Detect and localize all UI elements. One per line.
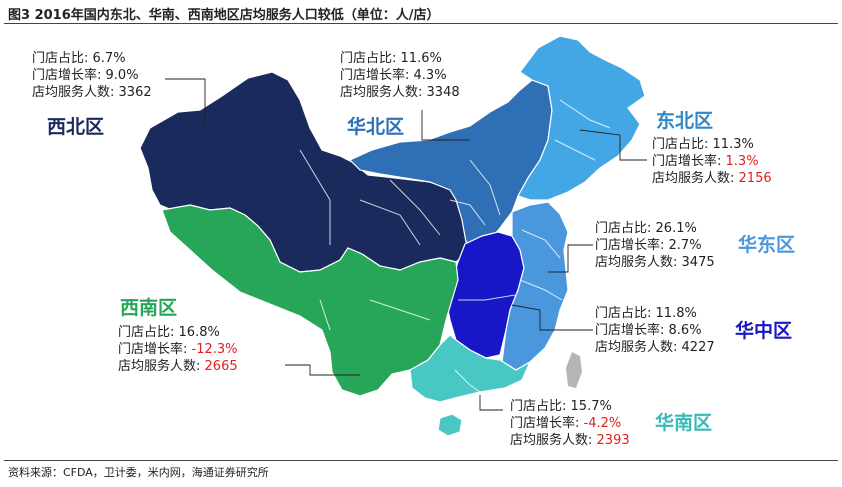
hainan-island-shape (437, 413, 463, 437)
store-share-label: 门店占比: (652, 137, 709, 152)
service-label: 店均服务人数: (32, 85, 115, 100)
service-value: 3475 (681, 255, 715, 270)
store-share-value: 15.7% (570, 399, 612, 414)
service-value: 3362 (118, 85, 152, 100)
store-share-row: 门店占比: 11.6% (340, 50, 460, 67)
leader-line-northwest (165, 78, 206, 125)
store-share-row: 门店占比: 16.8% (118, 324, 238, 341)
leader-line-north (421, 110, 470, 141)
store-growth-row: 门店增长率: 1.3% (652, 153, 772, 170)
store-growth-value: 4.3% (413, 68, 447, 83)
region-label-northwest: 西北区 (47, 116, 105, 138)
store-share-label: 门店占比: (595, 221, 652, 236)
leader-line-south (479, 395, 503, 411)
source-note: 资料来源：CFDA，卫计委，米内网，海通证券研究所 (8, 466, 269, 479)
service-label: 店均服务人数: (510, 433, 593, 448)
source-divider (4, 460, 838, 461)
store-growth-row: 门店增长率: -4.2% (510, 415, 630, 432)
store-growth-value: 9.0% (105, 68, 139, 83)
store-growth-value: 2.7% (668, 238, 702, 253)
service-label: 店均服务人数: (595, 255, 678, 270)
region-label-north: 华北区 (347, 116, 405, 138)
service-row: 店均服务人数: 4227 (595, 339, 715, 356)
store-share-value: 26.1% (655, 221, 697, 236)
store-growth-row: 门店增长率: -12.3% (118, 341, 238, 358)
service-row: 店均服务人数: 2156 (652, 170, 772, 187)
service-row: 店均服务人数: 3348 (340, 84, 460, 101)
service-row: 店均服务人数: 2393 (510, 432, 630, 449)
store-share-value: 6.7% (92, 51, 126, 66)
service-label: 店均服务人数: (652, 171, 735, 186)
service-value: 4227 (681, 340, 715, 355)
info-south: 门店占比: 15.7% 门店增长率: -4.2% 店均服务人数: 2393 (510, 398, 630, 449)
leader-lines (165, 78, 647, 411)
store-share-row: 门店占比: 11.3% (652, 136, 772, 153)
store-share-value: 11.8% (655, 306, 697, 321)
store-share-label: 门店占比: (595, 306, 652, 321)
info-northeast: 门店占比: 11.3% 门店增长率: 1.3% 店均服务人数: 2156 (652, 136, 772, 187)
info-central: 门店占比: 11.8% 门店增长率: 8.6% 店均服务人数: 4227 (595, 305, 715, 356)
store-share-label: 门店占比: (118, 325, 175, 340)
store-growth-value: 8.6% (668, 323, 702, 338)
info-north: 门店占比: 11.6% 门店增长率: 4.3% 店均服务人数: 3348 (340, 50, 460, 101)
service-value: 2156 (738, 171, 772, 186)
store-share-value: 11.3% (712, 137, 754, 152)
service-label: 店均服务人数: (118, 359, 201, 374)
store-growth-value: -12.3% (191, 342, 238, 357)
service-label: 店均服务人数: (340, 85, 423, 100)
store-share-row: 门店占比: 11.8% (595, 305, 715, 322)
taiwan-shape (566, 352, 582, 388)
region-southwest-shape (161, 204, 459, 397)
leader-line-southwest (285, 364, 360, 376)
service-row: 店均服务人数: 2665 (118, 358, 238, 375)
leader-line-central (511, 304, 593, 331)
service-row: 店均服务人数: 3475 (595, 254, 715, 271)
store-growth-label: 门店增长率: (118, 342, 188, 357)
service-value: 2393 (596, 433, 630, 448)
store-growth-label: 门店增长率: (510, 416, 580, 431)
region-label-central: 华中区 (735, 320, 793, 342)
store-growth-label: 门店增长率: (652, 154, 722, 169)
store-growth-label: 门店增长率: (340, 68, 410, 83)
title-divider (4, 23, 838, 24)
store-growth-row: 门店增长率: 9.0% (32, 67, 152, 84)
store-growth-row: 门店增长率: 4.3% (340, 67, 460, 84)
leader-line-northeast (579, 129, 647, 161)
chart-title: 图3 2016年国内东北、华南、西南地区店均服务人口较低（单位：人/店） (8, 8, 440, 23)
service-label: 店均服务人数: (595, 340, 678, 355)
region-south-shape (409, 334, 532, 403)
store-growth-value: 1.3% (725, 154, 759, 169)
store-share-label: 门店占比: (510, 399, 567, 414)
region-label-northeast: 东北区 (656, 110, 714, 132)
region-label-southwest: 西南区 (120, 297, 178, 319)
service-value: 2665 (204, 359, 238, 374)
store-growth-label: 门店增长率: (595, 238, 665, 253)
store-growth-label: 门店增长率: (32, 68, 102, 83)
info-southwest: 门店占比: 16.8% 门店增长率: -12.3% 店均服务人数: 2665 (118, 324, 238, 375)
store-share-row: 门店占比: 6.7% (32, 50, 152, 67)
region-northeast-shape (517, 35, 646, 201)
store-growth-row: 门店增长率: 8.6% (595, 322, 715, 339)
store-share-row: 门店占比: 15.7% (510, 398, 630, 415)
service-value: 3348 (426, 85, 460, 100)
store-share-value: 11.6% (400, 51, 442, 66)
store-share-value: 16.8% (178, 325, 220, 340)
leader-line-east (548, 244, 593, 273)
store-share-label: 门店占比: (340, 51, 397, 66)
service-row: 店均服务人数: 3362 (32, 84, 152, 101)
store-growth-value: -4.2% (583, 416, 622, 431)
store-share-row: 门店占比: 26.1% (595, 220, 715, 237)
store-growth-row: 门店增长率: 2.7% (595, 237, 715, 254)
info-northwest: 门店占比: 6.7% 门店增长率: 9.0% 店均服务人数: 3362 (32, 50, 152, 101)
info-east: 门店占比: 26.1% 门店增长率: 2.7% 店均服务人数: 3475 (595, 220, 715, 271)
region-label-east: 华东区 (738, 234, 796, 256)
store-share-label: 门店占比: (32, 51, 89, 66)
store-growth-label: 门店增长率: (595, 323, 665, 338)
province-borders (299, 99, 611, 393)
region-label-south: 华南区 (655, 412, 713, 434)
